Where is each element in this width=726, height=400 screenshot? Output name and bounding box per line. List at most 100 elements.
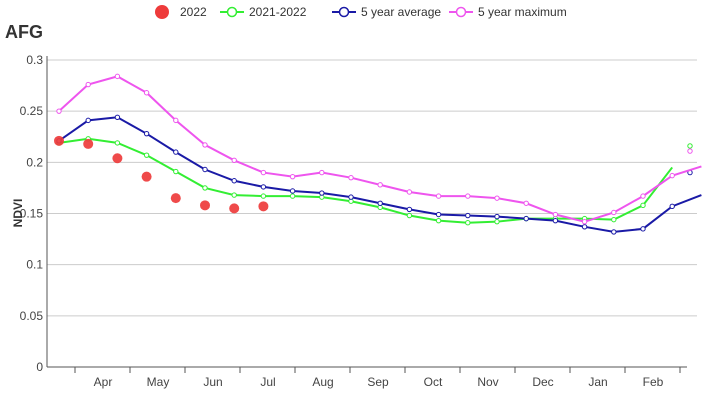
series-dot[interactable] <box>54 135 64 146</box>
series-point[interactable] <box>319 169 325 176</box>
series-point[interactable] <box>289 173 296 180</box>
legend-marker-dot <box>455 6 467 18</box>
series-point[interactable] <box>687 143 693 149</box>
series-point[interactable] <box>581 224 588 230</box>
series-point[interactable] <box>581 218 588 225</box>
legend-item[interactable]: 2022 <box>155 5 207 19</box>
series-point[interactable] <box>611 229 617 235</box>
series-point[interactable] <box>202 142 208 148</box>
series-point[interactable] <box>435 211 442 218</box>
series-point[interactable] <box>465 212 471 219</box>
legend-label: 5 year maximum <box>478 5 567 19</box>
y-tick-label: 0.15 <box>20 207 44 221</box>
series-dot[interactable] <box>229 203 240 214</box>
series-point[interactable] <box>173 168 179 175</box>
legend-item[interactable]: 5 year maximum <box>449 5 567 19</box>
series-dot[interactable] <box>112 153 123 164</box>
series-point[interactable] <box>406 212 413 219</box>
x-tick-label: Apr <box>94 375 113 389</box>
series-point[interactable] <box>173 117 179 124</box>
series-point[interactable] <box>348 174 354 181</box>
series-point[interactable] <box>406 206 413 213</box>
series-point[interactable] <box>202 185 208 191</box>
x-tick-label: Jul <box>260 375 275 389</box>
series-point[interactable] <box>377 200 383 206</box>
series-point[interactable] <box>260 184 267 190</box>
x-tick-label: Sep <box>367 375 389 389</box>
series-point[interactable] <box>114 140 121 146</box>
series-dot[interactable] <box>170 193 181 204</box>
legend-label: 2022 <box>180 5 207 19</box>
x-tick-label: Dec <box>532 375 553 389</box>
x-tick-label: Nov <box>477 375 498 389</box>
series-point[interactable] <box>435 193 442 199</box>
legend-label: 5 year average <box>361 5 441 19</box>
series-point[interactable] <box>465 220 471 226</box>
legend-item[interactable]: 5 year average <box>332 5 441 19</box>
series-point[interactable] <box>494 218 500 225</box>
series-dot[interactable] <box>200 200 210 211</box>
x-axis: Apr May Jun Jul Aug Sep Oct Nov Dec Jan Feb <box>46 56 687 389</box>
y-tick-label: 0 <box>36 360 43 374</box>
series-point[interactable] <box>523 200 529 206</box>
series-point[interactable] <box>687 148 693 154</box>
series-point[interactable] <box>202 166 208 173</box>
chart-title: AFG <box>5 22 43 42</box>
series-point[interactable] <box>173 149 179 155</box>
series-point[interactable] <box>348 194 354 200</box>
series-point[interactable] <box>289 193 296 199</box>
y-tick-label: 0.2 <box>26 155 43 169</box>
series-point[interactable] <box>494 213 500 220</box>
series-point[interactable] <box>231 178 237 184</box>
y-tick-label: 0.1 <box>26 258 43 272</box>
y-tick-label: 0.3 <box>26 53 43 67</box>
legend-marker-dot <box>226 6 238 18</box>
series-point[interactable] <box>640 193 646 199</box>
series-point[interactable] <box>494 195 500 201</box>
series-point[interactable] <box>552 217 559 224</box>
series-point[interactable] <box>143 152 150 158</box>
series-dot[interactable] <box>258 201 269 212</box>
series-point[interactable] <box>552 211 559 218</box>
series-point[interactable] <box>85 117 91 124</box>
legend-label: 2021-2022 <box>249 5 307 19</box>
series-point[interactable] <box>465 193 471 199</box>
y-axis-ticks: 0 0.05 0.1 0.15 0.2 0.25 0.3 <box>20 53 44 374</box>
series-point[interactable] <box>669 203 675 210</box>
series-point[interactable] <box>56 108 62 114</box>
series-point[interactable] <box>406 189 413 195</box>
series-point[interactable] <box>85 81 91 88</box>
series-point[interactable] <box>114 73 121 80</box>
series-point[interactable] <box>289 188 296 194</box>
legend-marker-dot <box>338 6 350 18</box>
series-dot[interactable] <box>141 171 152 182</box>
series-dot[interactable] <box>83 138 94 149</box>
series-point[interactable] <box>319 190 325 196</box>
x-tick-label: Aug <box>312 375 333 389</box>
series-point[interactable] <box>435 217 442 224</box>
series-point[interactable] <box>143 90 150 96</box>
series-point[interactable] <box>114 114 121 121</box>
series-point[interactable] <box>143 130 150 137</box>
series-point[interactable] <box>231 192 237 198</box>
series-point[interactable] <box>640 226 646 232</box>
y-tick-label: 0.05 <box>20 309 44 323</box>
series-point[interactable] <box>231 157 237 163</box>
series-point[interactable] <box>669 172 675 179</box>
series-point[interactable] <box>377 182 383 188</box>
series-point[interactable] <box>611 216 617 223</box>
x-tick-label: Oct <box>424 375 443 389</box>
y-axis-label: NDVI <box>11 199 25 228</box>
series-point[interactable] <box>611 209 617 216</box>
legend-item[interactable]: 2021-2022 <box>220 5 307 19</box>
series-point[interactable] <box>523 215 529 222</box>
x-tick-label: Jan <box>588 375 607 389</box>
x-tick-label: May <box>147 375 170 389</box>
x-tick-label: Feb <box>643 375 664 389</box>
series-point[interactable] <box>640 202 646 209</box>
series-point[interactable] <box>260 169 267 176</box>
y-tick-label: 0.25 <box>20 104 44 118</box>
series-line <box>58 75 702 223</box>
series-point[interactable] <box>260 193 267 199</box>
